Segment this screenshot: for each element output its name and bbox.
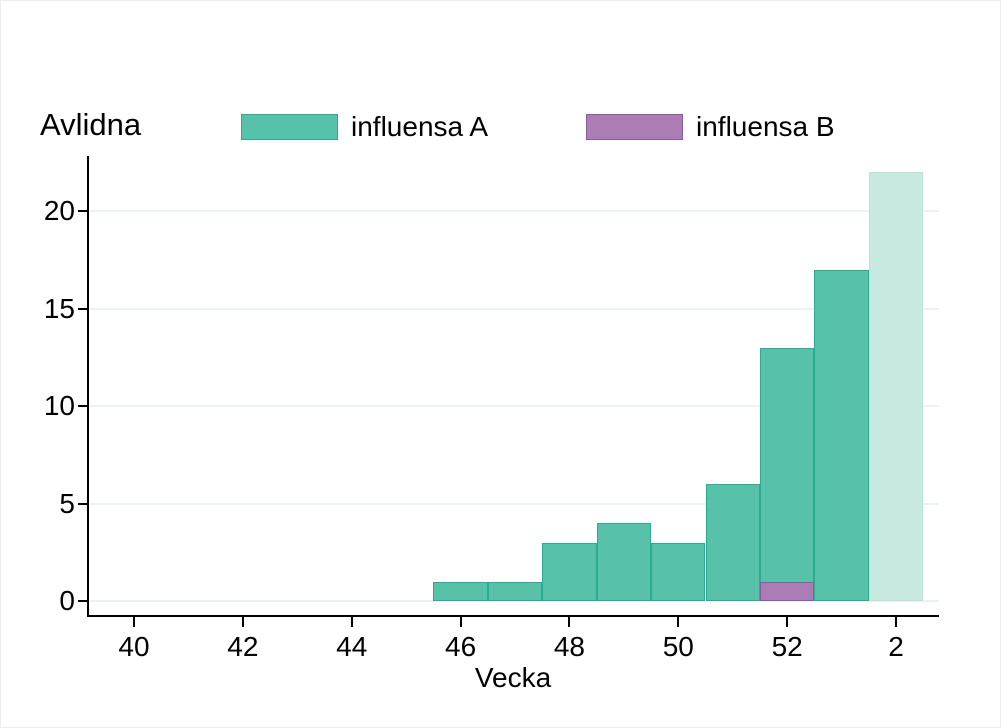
gridline-y-5: [90, 502, 939, 505]
gridline-y-15: [90, 307, 939, 310]
bar-influensa-a-week-53: [814, 269, 869, 601]
bar-influensa-b-week-52: [759, 581, 815, 601]
legend-label-influensa-a: influensa A: [351, 111, 488, 142]
bar-influensa-a-week-47: [487, 581, 543, 601]
x-tick-label-40: 40: [118, 631, 150, 662]
y-tick-label-5: 5: [59, 487, 75, 519]
legend-label-influensa-b: influensa B: [696, 111, 835, 142]
gridline-y-20: [90, 210, 939, 212]
y-tick-label-20: 20: [43, 195, 75, 226]
bar-influensa-a-week-50: [651, 542, 706, 601]
x-tick-42: [241, 615, 244, 627]
x-tick-label-50: 50: [662, 631, 694, 662]
bar-influensa-a-week-48: [542, 542, 597, 601]
y-tick-0: [78, 600, 88, 602]
y-tick-label-10: 10: [43, 390, 75, 421]
y-tick-20: [78, 210, 88, 212]
y-tick-label-0: 0: [59, 585, 75, 616]
x-axis-title: Vecka: [474, 662, 552, 693]
x-tick-label-44: 44: [336, 631, 368, 662]
x-tick-2: [895, 615, 898, 627]
x-tick-label-46: 46: [445, 631, 477, 662]
y-axis-line: [87, 156, 89, 617]
x-tick-46: [459, 615, 462, 627]
x-axis-line: [87, 615, 939, 617]
legend-swatch-influensa-b: [586, 114, 683, 140]
y-tick-10: [78, 405, 88, 407]
gridline-y-0: [90, 600, 939, 602]
bar-influensa-a-week-52: [759, 347, 815, 601]
x-tick-label-42: 42: [227, 631, 259, 662]
y-axis-title: Avlidna: [40, 107, 142, 142]
x-tick-label-2: 2: [888, 631, 904, 662]
gridline-y-10: [90, 405, 939, 407]
x-tick-48: [568, 615, 571, 627]
legend-swatch-influensa-a: [241, 114, 338, 140]
y-tick-5: [78, 502, 88, 505]
y-tick-15: [78, 307, 88, 310]
x-tick-label-48: 48: [553, 631, 586, 662]
bar-influensa-a-week-2: [868, 172, 924, 601]
y-tick-label-15: 15: [43, 292, 75, 324]
bar-influensa-a-week-46: [433, 581, 488, 601]
bar-influensa-a-week-49: [596, 523, 652, 601]
x-tick-50: [677, 615, 680, 627]
x-tick-label-52: 52: [771, 631, 803, 662]
x-tick-44: [350, 615, 353, 627]
x-tick-40: [133, 615, 135, 627]
bar-influensa-a-week-51: [705, 484, 760, 601]
x-tick-52: [786, 615, 789, 627]
